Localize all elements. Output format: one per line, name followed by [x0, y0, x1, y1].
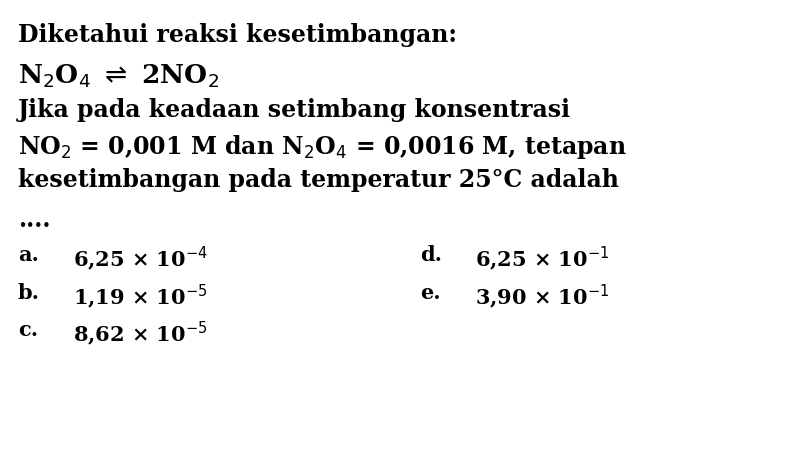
Text: NO$_2$ = 0,001 M dan N$_2$O$_4$ = 0,0016 M, tetapan: NO$_2$ = 0,001 M dan N$_2$O$_4$ = 0,0016… — [18, 133, 627, 161]
Text: 6,25 × 10$^{-4}$: 6,25 × 10$^{-4}$ — [73, 245, 208, 274]
Text: ....: .... — [18, 208, 51, 232]
Text: c.: c. — [18, 320, 38, 340]
Text: kesetimbangan pada temperatur 25°C adalah: kesetimbangan pada temperatur 25°C adala… — [18, 168, 619, 192]
Text: 6,25 × 10$^{-1}$: 6,25 × 10$^{-1}$ — [475, 245, 609, 274]
Text: N$_2$O$_4$ $\rightleftharpoons$ 2NO$_2$: N$_2$O$_4$ $\rightleftharpoons$ 2NO$_2$ — [18, 63, 219, 90]
Text: b.: b. — [18, 283, 40, 303]
Text: e.: e. — [420, 283, 441, 303]
Text: d.: d. — [420, 245, 442, 265]
Text: 3,90 × 10$^{-1}$: 3,90 × 10$^{-1}$ — [475, 283, 609, 312]
Text: 8,62 × 10$^{-5}$: 8,62 × 10$^{-5}$ — [73, 320, 207, 349]
Text: 1,19 × 10$^{-5}$: 1,19 × 10$^{-5}$ — [73, 283, 207, 312]
Text: a.: a. — [18, 245, 39, 265]
Text: Diketahui reaksi kesetimbangan:: Diketahui reaksi kesetimbangan: — [18, 23, 457, 47]
Text: Jika pada keadaan setimbang konsentrasi: Jika pada keadaan setimbang konsentrasi — [18, 98, 571, 122]
